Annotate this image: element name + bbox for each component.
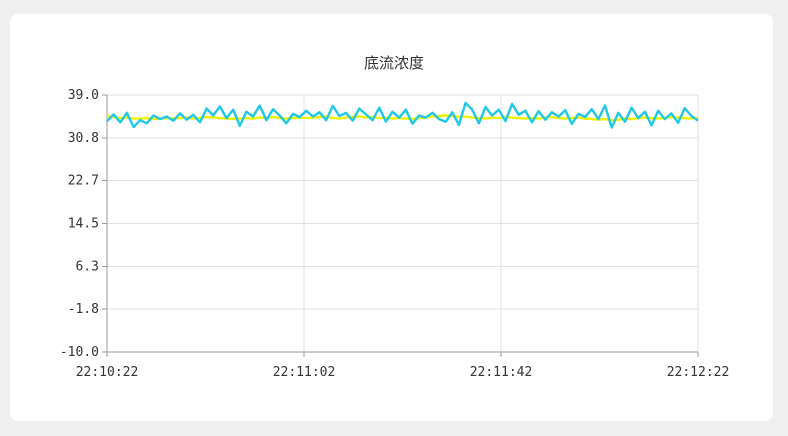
x-tick-label: 22:11:42 — [470, 365, 533, 380]
chart-card — [10, 14, 773, 421]
y-tick-label: -10.0 — [60, 345, 99, 360]
series-lines — [106, 101, 699, 129]
y-tick-label: 6.3 — [76, 260, 99, 275]
y-tick-label: 39.0 — [68, 88, 99, 103]
x-tick-labels: 22:10:22 22:11:02 22:11:42 22:12:22 — [76, 365, 730, 380]
y-tick-label: -1.8 — [68, 302, 99, 317]
series-line-2 — [106, 101, 699, 129]
axes — [102, 94, 699, 357]
y-tick-label: 22.7 — [68, 173, 99, 188]
series-line-1 — [106, 114, 699, 122]
grid-lines — [107, 94, 699, 353]
x-tick-label: 22:11:02 — [273, 365, 336, 380]
chart-title: 底流浓度 — [363, 54, 424, 72]
x-tick-label: 22:12:22 — [667, 365, 730, 380]
x-tick-label: 22:10:22 — [76, 365, 139, 380]
y-tick-label: 30.8 — [68, 131, 99, 146]
y-tick-labels: 39.0 30.8 22.7 14.5 6.3 -1.8 -10.0 — [60, 88, 99, 360]
y-tick-label: 14.5 — [68, 217, 99, 232]
